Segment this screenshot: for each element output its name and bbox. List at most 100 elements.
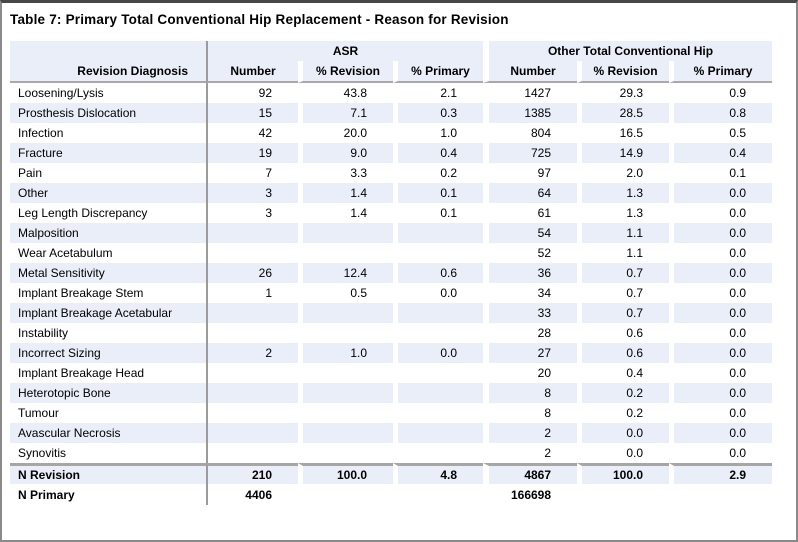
cell-value: 0.4 — [669, 143, 773, 163]
table-row: Heterotopic Bone 8 0.2 0.0 — [10, 383, 773, 403]
cell-diagnosis: Instability — [18, 326, 69, 340]
cell-value: 92 — [206, 83, 298, 103]
footer-value: 100.0 — [577, 463, 670, 484]
cell-value: 28.5 — [577, 103, 670, 123]
cell-value — [298, 223, 393, 243]
cell-value: 1385 — [483, 103, 578, 123]
table-row: Tumour 8 0.2 0.0 — [10, 403, 772, 423]
cell-value: 2 — [483, 443, 577, 463]
cell-value: 1.4 — [298, 183, 393, 203]
cell-value — [298, 323, 393, 343]
cell-value: 26 — [206, 263, 298, 283]
cell-value — [206, 443, 298, 463]
footer-value — [393, 484, 483, 505]
cell-value — [206, 243, 298, 263]
footer-value: 166698 — [483, 484, 577, 505]
cell-diagnosis: Heterotopic Bone — [10, 383, 206, 403]
column-header-revision-diagnosis: Revision Diagnosis — [10, 61, 206, 83]
cell-value: 8 — [483, 403, 577, 423]
cell-value — [393, 443, 483, 463]
cell-diagnosis: Incorrect Sizing — [10, 343, 206, 363]
cell-value: 0.0 — [669, 243, 772, 263]
table-row: N Revision 210 100.0 4.8 4867 100.0 2.9 — [10, 463, 773, 484]
cell-value: 804 — [483, 123, 577, 143]
table-row: Wear Acetabulum 52 1.1 0.0 — [10, 243, 772, 263]
cell-value: 0.0 — [669, 223, 773, 243]
cell-value: 0.0 — [577, 423, 670, 443]
cell-value: 0.1 — [393, 183, 484, 203]
cell-value: 0.9 — [669, 83, 772, 103]
cell-value — [298, 403, 393, 423]
cell-value: 0.0 — [669, 203, 772, 223]
cell-diagnosis: Malposition — [10, 223, 206, 243]
footer-value: 100.0 — [298, 463, 393, 484]
cell-value: 725 — [483, 143, 578, 163]
cell-value: 0.2 — [577, 383, 670, 403]
cell-value: 0.0 — [393, 343, 484, 363]
cell-diagnosis: Wear Acetabulum — [18, 246, 113, 260]
cell-diagnosis: Avascular Necrosis — [10, 423, 206, 443]
cell-value: 0.0 — [669, 343, 773, 363]
table-row: Malposition 54 1.1 0.0 — [10, 223, 773, 243]
table-row: Fracture 19 9.0 0.4 725 14.9 0.4 — [10, 143, 773, 163]
cell-value: 0.7 — [577, 303, 670, 323]
cell-value: 34 — [483, 283, 577, 303]
cell-value: 2 — [483, 423, 578, 443]
table-row: Infection 42 20.0 1.0 804 16.5 0.5 — [10, 123, 772, 143]
group-header-asr: ASR — [206, 41, 484, 61]
cell-value: 2 — [206, 343, 298, 363]
cell-value: 0.1 — [669, 163, 772, 183]
footer-label: N Revision — [10, 463, 206, 484]
cell-value: 12.4 — [298, 263, 393, 283]
cell-value: 0.6 — [577, 323, 669, 343]
group-header-row: ASR Other Total Conventional Hip — [10, 41, 773, 61]
cell-value: 1.0 — [298, 343, 393, 363]
cell-value: 0.0 — [669, 283, 772, 303]
cell-diagnosis: Prosthesis Dislocation — [10, 103, 206, 123]
column-header-other-pct-revision: % Revision — [577, 61, 670, 83]
cell-diagnosis: Leg Length Discrepancy — [18, 206, 148, 220]
cell-value — [393, 303, 484, 323]
cell-value: 61 — [483, 203, 577, 223]
cell-value: 0.5 — [298, 283, 393, 303]
cell-value: 14.9 — [577, 143, 670, 163]
table-row: Implant Breakage Head 20 0.4 0.0 — [10, 363, 772, 383]
cell-value: 0.8 — [669, 103, 773, 123]
table-row: Implant Breakage Acetabular 33 0.7 0.0 — [10, 303, 773, 323]
table-title: Table 7: Primary Total Conventional Hip … — [10, 12, 509, 27]
cell-value — [206, 383, 298, 403]
cell-value: 0.6 — [577, 343, 670, 363]
cell-value: 19 — [206, 143, 298, 163]
footer-label: N Primary — [18, 487, 75, 502]
cell-value: 0.0 — [669, 183, 773, 203]
cell-value: 3.3 — [298, 163, 393, 183]
cell-value — [206, 223, 298, 243]
cell-value: 0.0 — [669, 383, 773, 403]
cell-value: 0.4 — [393, 143, 484, 163]
column-header-asr-number: Number — [206, 61, 298, 83]
cell-diagnosis: Pain — [18, 166, 43, 180]
cell-value: 0.0 — [669, 403, 772, 423]
cell-value — [393, 363, 483, 383]
cell-value: 7.1 — [298, 103, 393, 123]
cell-value: 0.6 — [393, 263, 484, 283]
cell-value: 8 — [483, 383, 578, 403]
table-row: Leg Length Discrepancy 3 1.4 0.1 61 1.3 0.0 — [10, 203, 772, 223]
table-row: Metal Sensitivity 26 12.4 0.6 36 0.7 0.0 — [10, 263, 773, 283]
column-header-other-pct-primary: % Primary — [669, 61, 773, 83]
cell-diagnosis: Infection — [18, 126, 64, 140]
cell-value — [393, 383, 484, 403]
cell-value — [206, 423, 298, 443]
cell-diagnosis: Other — [10, 183, 206, 203]
column-header-other-number: Number — [483, 61, 578, 83]
table-row: Loosening/Lysis 92 43.8 2.1 1427 29.3 0.9 — [10, 83, 772, 103]
footer-value: 4867 — [483, 463, 578, 484]
cell-diagnosis: Loosening/Lysis — [18, 86, 104, 100]
cell-value: 27 — [483, 343, 578, 363]
footer-value — [577, 484, 669, 505]
cell-value — [393, 403, 483, 423]
column-header-row: Revision Diagnosis Number % Revision % P… — [10, 61, 773, 83]
cell-value: 1.3 — [577, 183, 670, 203]
cell-value: 0.2 — [577, 403, 669, 423]
cell-value: 0.1 — [393, 203, 483, 223]
